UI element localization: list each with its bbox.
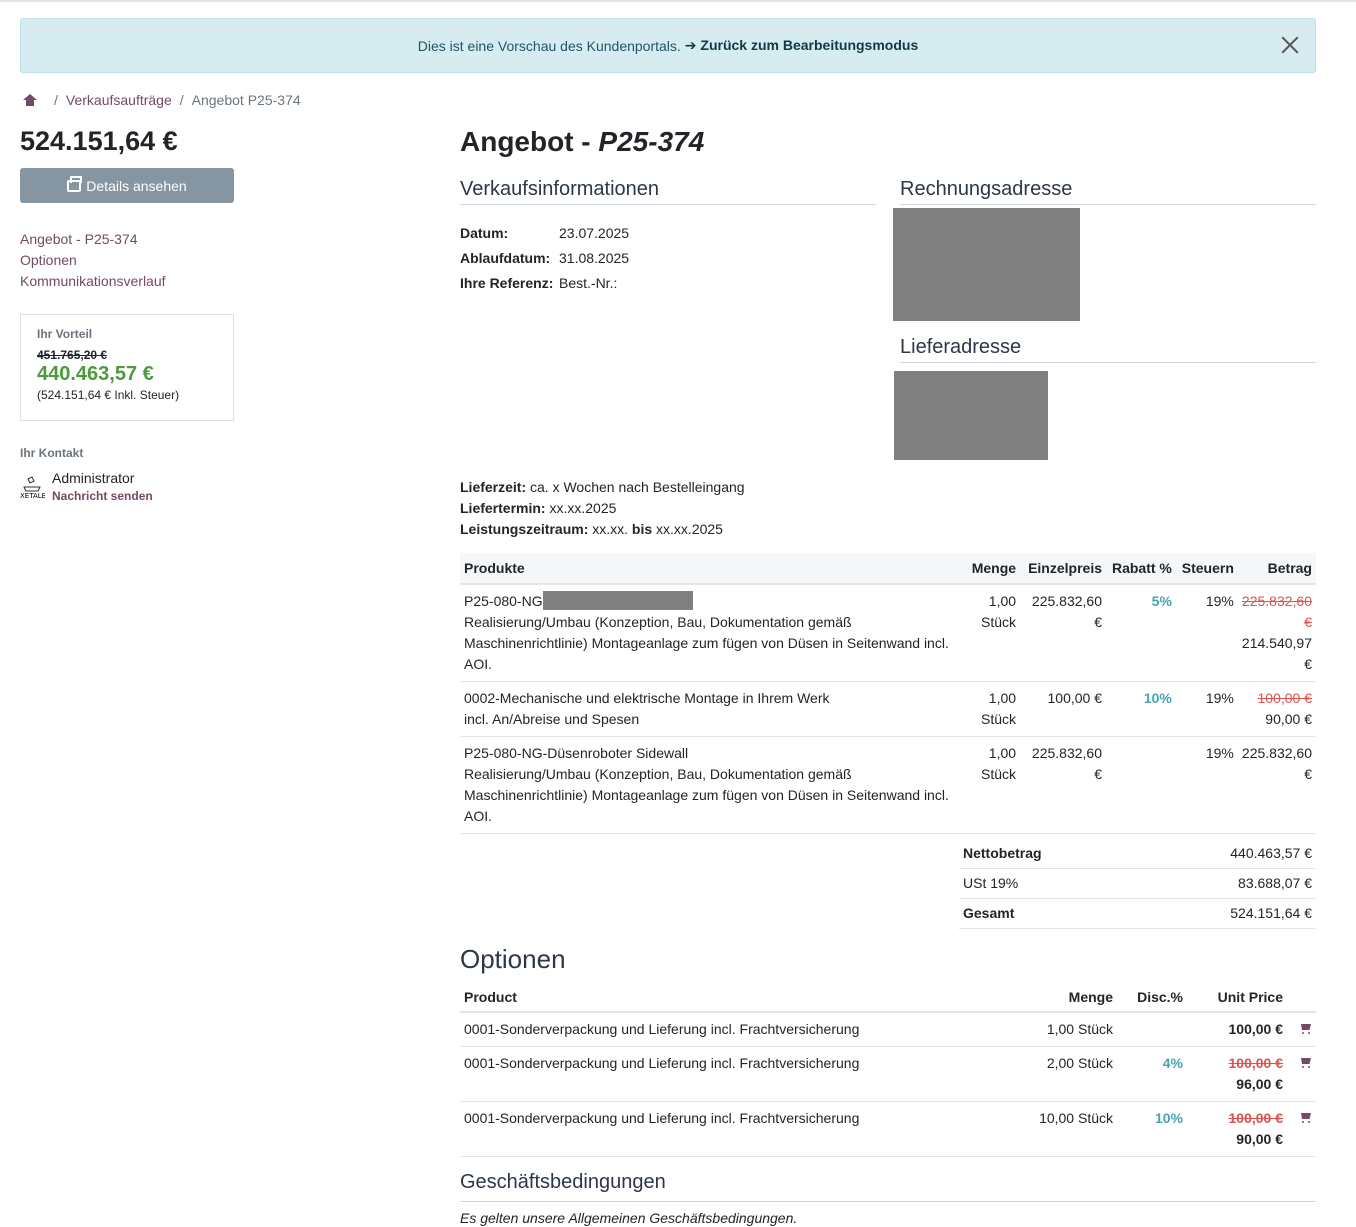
billing-address-redacted — [893, 208, 1080, 321]
shipping-heading: Lieferadresse — [900, 336, 1316, 363]
home-icon[interactable] — [23, 94, 37, 106]
col-product: Produkte — [460, 553, 963, 585]
table-row: P25-080-NG-Düsenroboter Sidewall Realisie… — [460, 736, 1316, 834]
expiry-value: 31.08.2025 — [559, 249, 630, 266]
nav-options[interactable]: Optionen — [20, 252, 77, 268]
option-row: 0001-Sonderverpackung und Lieferung incl… — [460, 1012, 1316, 1047]
total-amount: 524.151,64 € — [20, 126, 178, 156]
preview-banner: Dies ist eine Vorschau des Kundenportals… — [20, 18, 1316, 73]
reference-value: Best.-Nr.: — [559, 274, 618, 291]
col-product: Product — [460, 983, 1020, 1013]
total-row: USt 19% 83.688,07 € — [959, 868, 1316, 899]
incl-tax: (524.151,64 € Inkl. Steuer) — [37, 388, 180, 402]
redacted-name — [542, 591, 693, 610]
advantage-label: Ihr Vorteil — [37, 327, 93, 341]
date-value: 23.07.2025 — [559, 224, 630, 241]
breadcrumb-sales-orders[interactable]: Verkaufsaufträge — [65, 92, 172, 108]
sidebar-nav: Angebot - P25-374 Optionen Kommunikation… — [20, 229, 166, 292]
contact-name: Administrator — [52, 470, 135, 486]
options-heading: Optionen — [460, 944, 566, 974]
close-icon[interactable] — [1279, 34, 1301, 56]
col-amount: Betrag — [1237, 553, 1316, 585]
products-table: Produkte Menge Einzelpreis Rabatt % Steu… — [460, 553, 1316, 834]
col-unit-price: Einzelpreis — [1020, 553, 1106, 585]
advantage-card: Ihr Vorteil 451.765,20 € 440.463,57 € (5… — [20, 314, 234, 421]
page-title: Angebot - P25-374 — [460, 126, 705, 157]
breadcrumb-current: Angebot P25-374 — [191, 92, 301, 108]
col-unit-price: Unit Price — [1187, 983, 1287, 1013]
total-row: Nettobetrag 440.463,57 € — [959, 838, 1316, 869]
col-discount: Rabatt % — [1106, 553, 1176, 585]
col-qty: Menge — [1020, 983, 1117, 1013]
cart-icon[interactable] — [1299, 1058, 1312, 1068]
delivery-terms: Lieferzeit: ca. x Wochen nach Bestellein… — [460, 479, 745, 537]
table-row: 0002-Mechanische und elektrische Montage… — [460, 681, 1316, 737]
totals-table: Nettobetrag 440.463,57 € USt 19% 83.688,07… — [959, 838, 1316, 929]
banner-text: Dies ist eine Vorschau des Kundenportals… — [417, 37, 681, 54]
col-qty: Menge — [962, 553, 1021, 585]
cart-icon[interactable] — [1299, 1024, 1312, 1034]
new-price: 440.463,57 € — [37, 363, 154, 385]
sales-info: Datum: 23.07.2025 Ablaufdatum: 31.08.2025 … — [460, 224, 630, 291]
table-row: P25-080-NG Realisierung/Umbau (Konzeption… — [460, 584, 1316, 682]
send-message-link[interactable]: Nachricht senden — [52, 489, 153, 503]
back-to-edit-link[interactable]: ➔ Zurück zum Bearbeitungsmodus — [684, 37, 919, 53]
col-disc: Disc.% — [1117, 983, 1187, 1013]
option-row: 0001-Sonderverpackung und Lieferung incl… — [460, 1046, 1316, 1102]
nav-communication[interactable]: Kommunikationsverlauf — [20, 273, 166, 289]
print-icon — [67, 175, 83, 192]
terms-heading: Geschäftsbedingungen — [460, 1171, 1316, 1202]
svg-text:XETALE: XETALE — [20, 492, 45, 500]
cart-icon[interactable] — [1299, 1113, 1312, 1123]
contact-label: Ihr Kontakt — [20, 446, 84, 460]
nav-quote[interactable]: Angebot - P25-374 — [20, 231, 138, 247]
old-price: 451.765,20 € — [37, 348, 108, 362]
billing-heading: Rechnungsadresse — [900, 178, 1316, 205]
details-button[interactable]: Details ansehen — [20, 168, 234, 203]
breadcrumb: / Verkaufsaufträge / Angebot P25-374 — [23, 92, 301, 108]
top-border — [0, 0, 1356, 2]
avatar: XETALE — [20, 476, 45, 500]
sales-info-heading: Verkaufsinformationen — [460, 178, 876, 205]
option-row: 0001-Sonderverpackung und Lieferung incl… — [460, 1101, 1316, 1157]
shipping-address-redacted — [894, 371, 1048, 460]
terms-text: Es gelten unsere Allgemeinen Geschäftsbe… — [460, 1210, 798, 1226]
total-row: Gesamt 524.151,64 € — [959, 898, 1316, 929]
col-tax: Steuern — [1175, 553, 1238, 585]
options-table: Product Menge Disc.% Unit Price 0001-Son… — [460, 983, 1316, 1157]
